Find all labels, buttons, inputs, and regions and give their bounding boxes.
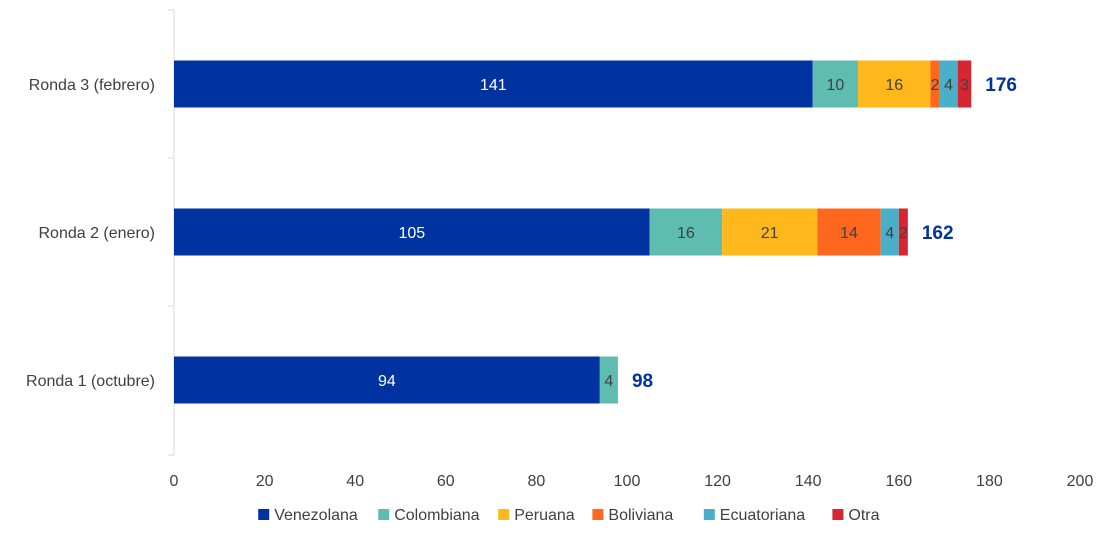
x-tick-label: 0 <box>170 473 179 490</box>
x-tick-label: 20 <box>256 473 274 490</box>
data-label: 16 <box>885 77 903 94</box>
total-label: 98 <box>632 371 653 392</box>
category-label: Ronda 1 (octubre) <box>26 373 155 390</box>
bar-segment <box>812 60 859 108</box>
bar-segment <box>858 60 931 108</box>
data-label: 2 <box>931 77 940 94</box>
data-label: 4 <box>944 77 953 94</box>
data-label: 10 <box>826 77 844 94</box>
bar-segment <box>817 208 881 256</box>
legend-label: Colombiana <box>394 507 479 524</box>
legend-swatch <box>498 509 510 520</box>
bar-segment <box>898 208 908 256</box>
bar-segment <box>649 208 723 256</box>
legend-swatch <box>703 509 715 520</box>
legend-label: Ecuatoriana <box>720 507 805 524</box>
x-axis-ticks: 0 20 40 60 80 100 120 140 160 180 200 <box>170 473 1094 490</box>
legend-swatch <box>258 509 270 520</box>
bar-segment <box>722 208 818 256</box>
data-label: 3 <box>960 77 969 94</box>
legend: Venezolana Colombiana Peruana Boliviana Ecua… <box>258 507 880 524</box>
bar-segment <box>174 356 600 404</box>
bar-segment <box>599 356 618 404</box>
data-label: 16 <box>677 225 695 242</box>
data-label: 94 <box>378 373 396 390</box>
total-label: 176 <box>985 75 1017 96</box>
x-tick-label: 80 <box>528 473 546 490</box>
x-tick-label: 180 <box>976 473 1003 490</box>
legend-label: Peruana <box>514 507 575 524</box>
legend-swatch <box>832 509 844 520</box>
x-tick-label: 60 <box>437 473 455 490</box>
bar-segment <box>930 60 940 108</box>
bar-segment <box>957 60 972 108</box>
x-tick-label: 100 <box>614 473 641 490</box>
bar-segment <box>174 60 813 108</box>
data-label: 2 <box>899 225 908 242</box>
legend-label: Venezolana <box>274 507 358 524</box>
bar-segment <box>880 208 899 256</box>
category-label: Ronda 3 (febrero) <box>29 77 155 94</box>
data-label: 4 <box>885 225 894 242</box>
total-label: 162 <box>922 223 954 244</box>
legend-swatch <box>592 509 604 520</box>
data-label: 4 <box>604 373 613 390</box>
x-tick-label: 200 <box>1067 473 1094 490</box>
y-axis: Ronda 3 (febrero) Ronda 2 (enero) Ronda 1 … <box>26 9 175 456</box>
legend-label: Boliviana <box>608 507 673 524</box>
legend-swatch <box>378 509 390 520</box>
bar-segment <box>939 60 958 108</box>
data-label: 21 <box>761 225 779 242</box>
bar-segment <box>174 208 650 256</box>
category-label: Ronda 2 (enero) <box>38 225 155 242</box>
data-label: 105 <box>398 225 425 242</box>
legend-label: Otra <box>848 507 879 524</box>
x-tick-label: 140 <box>795 473 822 490</box>
x-tick-label: 40 <box>346 473 364 490</box>
data-label: 14 <box>840 225 858 242</box>
data-label: 141 <box>480 77 507 94</box>
x-tick-label: 120 <box>704 473 731 490</box>
x-tick-label: 160 <box>885 473 912 490</box>
